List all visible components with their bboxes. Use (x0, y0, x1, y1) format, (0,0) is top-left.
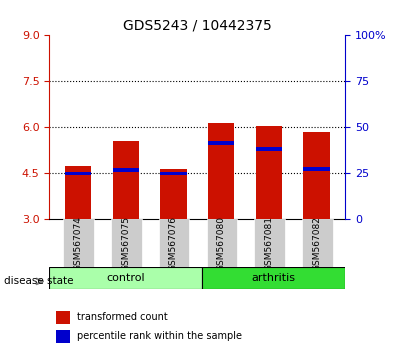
Title: GDS5243 / 10442375: GDS5243 / 10442375 (123, 19, 272, 33)
Bar (303, 132, 330, 219)
Text: arthritis: arthritis (252, 273, 296, 283)
Text: disease state: disease state (4, 276, 74, 286)
Bar (113, 141, 139, 219)
Bar (56, 311, 70, 324)
Bar (65, 172, 91, 175)
Text: GSM567075: GSM567075 (121, 216, 130, 271)
Bar (208, 141, 234, 145)
FancyBboxPatch shape (159, 219, 189, 267)
FancyBboxPatch shape (111, 219, 142, 267)
Text: GSM567076: GSM567076 (169, 216, 178, 271)
Text: transformed count: transformed count (77, 312, 168, 322)
Bar (160, 172, 187, 175)
Bar (113, 168, 139, 172)
Text: GSM567080: GSM567080 (217, 216, 226, 271)
Bar (160, 169, 187, 219)
Text: percentile rank within the sample: percentile rank within the sample (77, 331, 242, 341)
Bar (256, 126, 282, 219)
Text: GSM567081: GSM567081 (264, 216, 273, 271)
Text: GSM567082: GSM567082 (312, 216, 321, 271)
Text: GSM567074: GSM567074 (74, 216, 83, 271)
FancyBboxPatch shape (254, 219, 285, 267)
FancyBboxPatch shape (49, 267, 202, 289)
FancyBboxPatch shape (302, 219, 332, 267)
Bar (256, 147, 282, 151)
Text: control: control (106, 273, 145, 283)
FancyBboxPatch shape (207, 219, 237, 267)
Bar (208, 123, 234, 219)
Bar (65, 166, 91, 219)
Bar (303, 167, 330, 171)
FancyBboxPatch shape (202, 267, 345, 289)
Bar (56, 330, 70, 343)
FancyBboxPatch shape (63, 219, 94, 267)
